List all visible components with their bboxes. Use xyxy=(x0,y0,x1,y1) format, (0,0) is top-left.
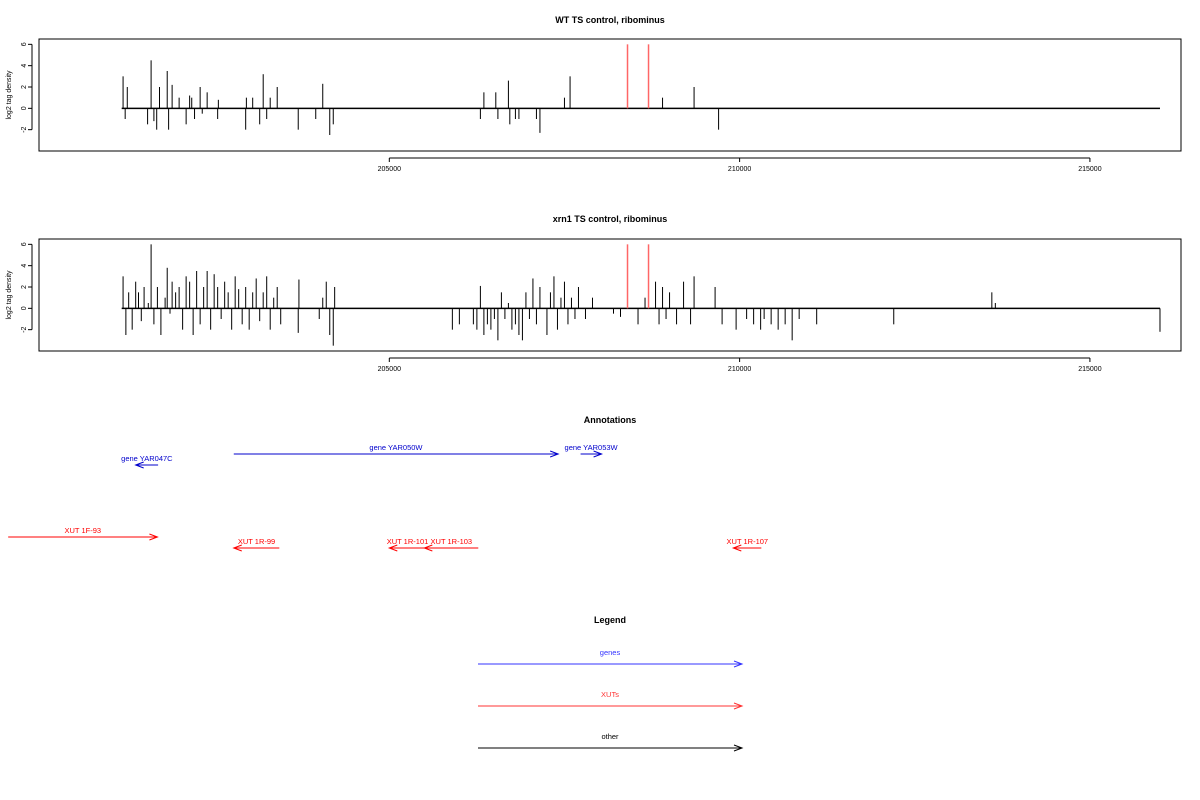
annotation-arrow xyxy=(134,461,159,469)
annotation-arrows: gene YAR047C gene YAR050W gene YAR053W XUT … xyxy=(8,443,769,552)
x-tick-label: 205000 xyxy=(378,366,401,373)
annotation-arrow xyxy=(731,544,762,552)
legend-arrow xyxy=(478,744,744,752)
wt-y-axis-label: log2 tag density xyxy=(6,70,13,120)
legend-entries: genes XUTs other xyxy=(478,648,744,752)
x-tick-label: 215000 xyxy=(1078,366,1101,373)
annotation-label: XUT 1R-101 xyxy=(387,537,429,546)
wt-bars xyxy=(121,44,1160,135)
annotation-label: gene YAR053W xyxy=(565,443,619,452)
y-tick-label: -2 xyxy=(21,326,28,332)
annotation-label: gene YAR047C xyxy=(121,454,173,463)
arrow-head xyxy=(733,702,744,710)
arrow-head xyxy=(733,744,744,752)
legend-arrow xyxy=(478,660,744,668)
wt-plot-frame xyxy=(38,38,1182,152)
wt-x-axis: 205000 210000 215000 xyxy=(378,157,1102,173)
y-tick-label: 4 xyxy=(21,64,28,68)
y-tick-label: 0 xyxy=(21,306,28,310)
arrow-head xyxy=(422,544,433,552)
legend-label: other xyxy=(601,732,619,741)
legend-title: Legend xyxy=(594,615,626,625)
y-tick-label: 6 xyxy=(21,42,28,46)
wt-track-panel: WT TS control, ribominus log2 tag densit… xyxy=(6,15,1182,173)
y-tick-label: -2 xyxy=(21,126,28,132)
annotation-arrow xyxy=(580,450,604,458)
xrn1-y-axis-label: log2 tag density xyxy=(6,270,13,320)
legend-arrow xyxy=(478,702,744,710)
legend-section: Legend genes XUTs other xyxy=(478,615,744,752)
wt-track-title: WT TS control, ribominus xyxy=(555,15,665,25)
x-tick-label: 210000 xyxy=(728,166,751,173)
annotation-label: gene YAR050W xyxy=(369,443,423,452)
y-tick-label: 4 xyxy=(21,264,28,268)
annotation-arrow xyxy=(422,544,479,552)
annotation-label: XUT 1R-99 xyxy=(238,537,275,546)
x-tick-label: 205000 xyxy=(378,166,401,173)
wt-y-axis: -2 0 2 4 6 xyxy=(21,42,33,133)
xrn1-y-axis: -2 0 2 4 6 xyxy=(21,242,33,333)
y-tick-label: 2 xyxy=(21,285,28,289)
y-tick-label: 2 xyxy=(21,85,28,89)
xrn1-plot-frame xyxy=(38,238,1182,352)
arrow-head xyxy=(549,450,560,458)
xrn1-track-panel: xrn1 TS control, ribominus log2 tag dens… xyxy=(6,214,1182,373)
annotation-label: XUT 1R-103 xyxy=(431,537,473,546)
arrow-head xyxy=(134,461,144,469)
arrow-head xyxy=(149,533,159,541)
annotation-arrow xyxy=(232,544,280,552)
annotation-label: XUT 1F-93 xyxy=(65,526,102,535)
x-tick-label: 210000 xyxy=(728,366,751,373)
arrow-head xyxy=(387,544,398,552)
arrow-head xyxy=(593,450,604,458)
annotation-arrow xyxy=(233,450,560,458)
xrn1-x-axis: 205000 210000 215000 xyxy=(378,357,1102,373)
annotation-arrow xyxy=(387,544,426,552)
xrn1-bars xyxy=(121,244,1161,346)
arrow-head xyxy=(733,660,744,668)
arrow-head xyxy=(232,544,242,552)
legend-label: XUTs xyxy=(601,690,619,699)
x-tick-label: 215000 xyxy=(1078,166,1101,173)
legend-label: genes xyxy=(600,648,621,657)
y-tick-label: 6 xyxy=(21,242,28,246)
xrn1-track-title: xrn1 TS control, ribominus xyxy=(553,214,668,224)
arrow-head xyxy=(731,544,742,552)
annotation-arrow xyxy=(8,533,159,541)
y-tick-label: 0 xyxy=(21,106,28,110)
annotation-label: XUT 1R-107 xyxy=(727,537,769,546)
annotations-title: Annotations xyxy=(584,415,637,425)
